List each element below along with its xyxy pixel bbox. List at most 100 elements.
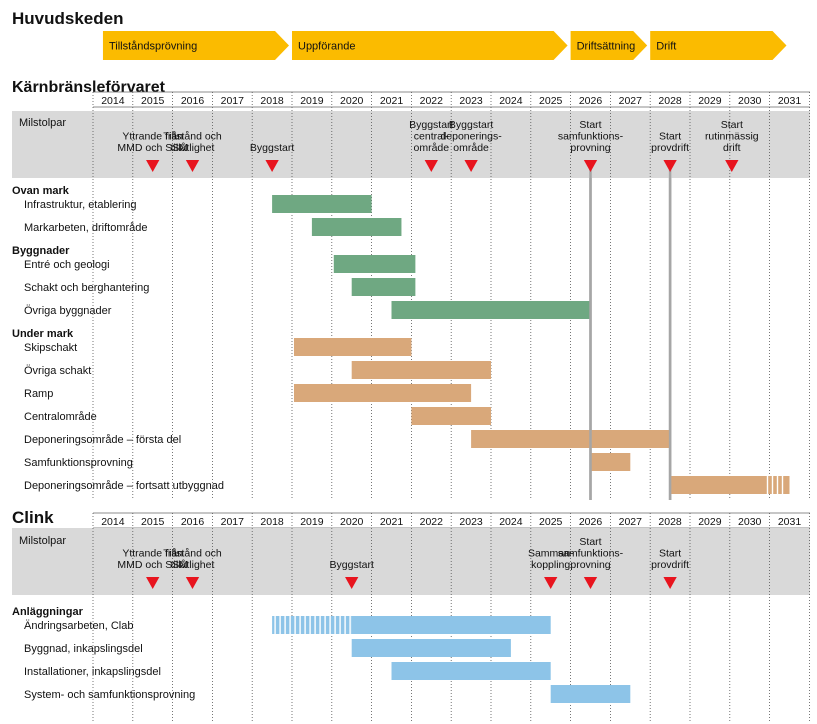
milestone-marker [185, 160, 200, 172]
year-label: 2023 [459, 95, 483, 107]
year-label: 2029 [698, 95, 722, 107]
task-label: System- och samfunktionsprovning [24, 689, 195, 701]
year-label: 2017 [221, 516, 245, 528]
task-label: Installationer, inkapslingsdel [24, 666, 161, 678]
task-label: Deponeringsområde – första del [24, 434, 181, 446]
phase-label: Uppförande [298, 41, 356, 53]
task-bar [333, 255, 416, 273]
task-label: Övriga byggnader [24, 305, 112, 317]
year-label: 2024 [499, 516, 523, 528]
task-label: Ändringsarbeten, Clab [24, 620, 133, 632]
milestone-marker [345, 577, 359, 589]
year-label: 2014 [101, 95, 125, 107]
year-label: 2025 [539, 516, 563, 528]
task-label: Markarbeten, driftområde [24, 222, 148, 234]
milestone-label: Samman-koppling [528, 548, 574, 572]
year-label: 2030 [738, 95, 762, 107]
task-bar-lead-in [272, 616, 352, 634]
year-label: 2028 [658, 95, 682, 107]
milestone-label: Byggstart deponerings-område [440, 119, 502, 154]
milestone-label: Byggstart central-område [409, 119, 453, 154]
task-bar [351, 639, 511, 657]
year-label: 2028 [658, 516, 682, 528]
milestone-label: Tillstånd och tillåtlighet [163, 548, 222, 572]
year-label: 2019 [300, 95, 324, 107]
year-label: 2016 [181, 516, 205, 528]
year-label: 2026 [579, 95, 603, 107]
phase-arrow [102, 31, 289, 60]
milestone-label: Start samfunktions-provning [558, 119, 624, 154]
year-label: 2018 [260, 95, 284, 107]
task-bar [411, 407, 491, 425]
milestone-marker [583, 160, 598, 172]
milestone-label: Start samfunktions-provning [558, 536, 624, 571]
task-bar [351, 278, 416, 296]
task-bar [293, 384, 472, 402]
milestone-label: Start provdrift [651, 548, 689, 572]
group-title: Ovan mark [12, 185, 70, 197]
task-label: Byggnad, inkapslingsdel [24, 643, 143, 655]
task-label: Samfunktionsprovning [24, 457, 133, 469]
milestone-marker [583, 577, 598, 589]
year-label: 2027 [619, 516, 643, 528]
main-timeline-title: Huvudskeden [12, 9, 123, 28]
task-bar [272, 195, 372, 213]
milestone-label: Byggstart [250, 142, 294, 154]
group-title: Byggnader [12, 245, 70, 257]
year-label: 2015 [141, 95, 165, 107]
year-label: 2016 [181, 95, 205, 107]
milestone-marker [265, 160, 279, 172]
year-label: 2022 [420, 95, 444, 107]
task-bar [293, 338, 412, 356]
task-bar [351, 361, 491, 379]
year-label: 2024 [499, 95, 523, 107]
milestone-label: Tillstånd och tillåtlighet [163, 131, 222, 155]
task-label: Skipschakt [24, 342, 77, 354]
milestone-label: Byggstart [330, 559, 374, 571]
year-label: 2025 [539, 95, 563, 107]
milestone-marker [725, 160, 739, 172]
year-label: 2031 [778, 516, 802, 528]
group-title: Anläggningar [12, 606, 84, 618]
milestone-marker [663, 160, 677, 172]
milestones-label: Milstolpar [19, 535, 66, 547]
section-title: Kärnbränsleförvaret [12, 79, 166, 96]
year-label: 2021 [380, 516, 404, 528]
task-bar [391, 301, 591, 319]
task-bar [311, 218, 402, 236]
task-bar [670, 476, 790, 494]
milestones-label: Milstolpar [19, 117, 66, 129]
milestone-label: Yttrande från MMD och SSM [117, 548, 188, 572]
year-label: 2029 [698, 516, 722, 528]
milestone-marker [146, 577, 160, 589]
milestone-marker [663, 577, 677, 589]
year-label: 2030 [738, 516, 762, 528]
year-label: 2019 [300, 516, 324, 528]
year-label: 2020 [340, 95, 364, 107]
task-label: Centralområde [24, 411, 97, 423]
task-label: Schakt och berghantering [24, 282, 149, 294]
year-label: 2023 [459, 516, 483, 528]
milestone-label: Start provdrift [651, 131, 689, 155]
year-label: 2022 [420, 516, 444, 528]
task-label: Ramp [24, 388, 53, 400]
task-label: Entré och geologi [24, 259, 110, 271]
year-label: 2031 [778, 95, 802, 107]
milestone-marker [185, 577, 200, 589]
phase-label: Driftsättning [577, 41, 636, 53]
task-bar [550, 685, 631, 703]
phase-label: Drift [656, 41, 676, 53]
year-label: 2017 [221, 95, 245, 107]
year-label: 2021 [380, 95, 404, 107]
phase-label: Tillståndsprövning [109, 41, 197, 53]
task-bar [471, 430, 671, 448]
task-bar [391, 662, 551, 680]
section-title: Clink [12, 508, 54, 527]
phase-arrow [650, 31, 787, 60]
milestone-marker [464, 160, 478, 172]
milestone-label: Yttrande från MMD och SSM [117, 131, 188, 155]
phase-arrow [570, 31, 648, 60]
year-label: 2026 [579, 516, 603, 528]
milestone-marker [544, 577, 558, 589]
